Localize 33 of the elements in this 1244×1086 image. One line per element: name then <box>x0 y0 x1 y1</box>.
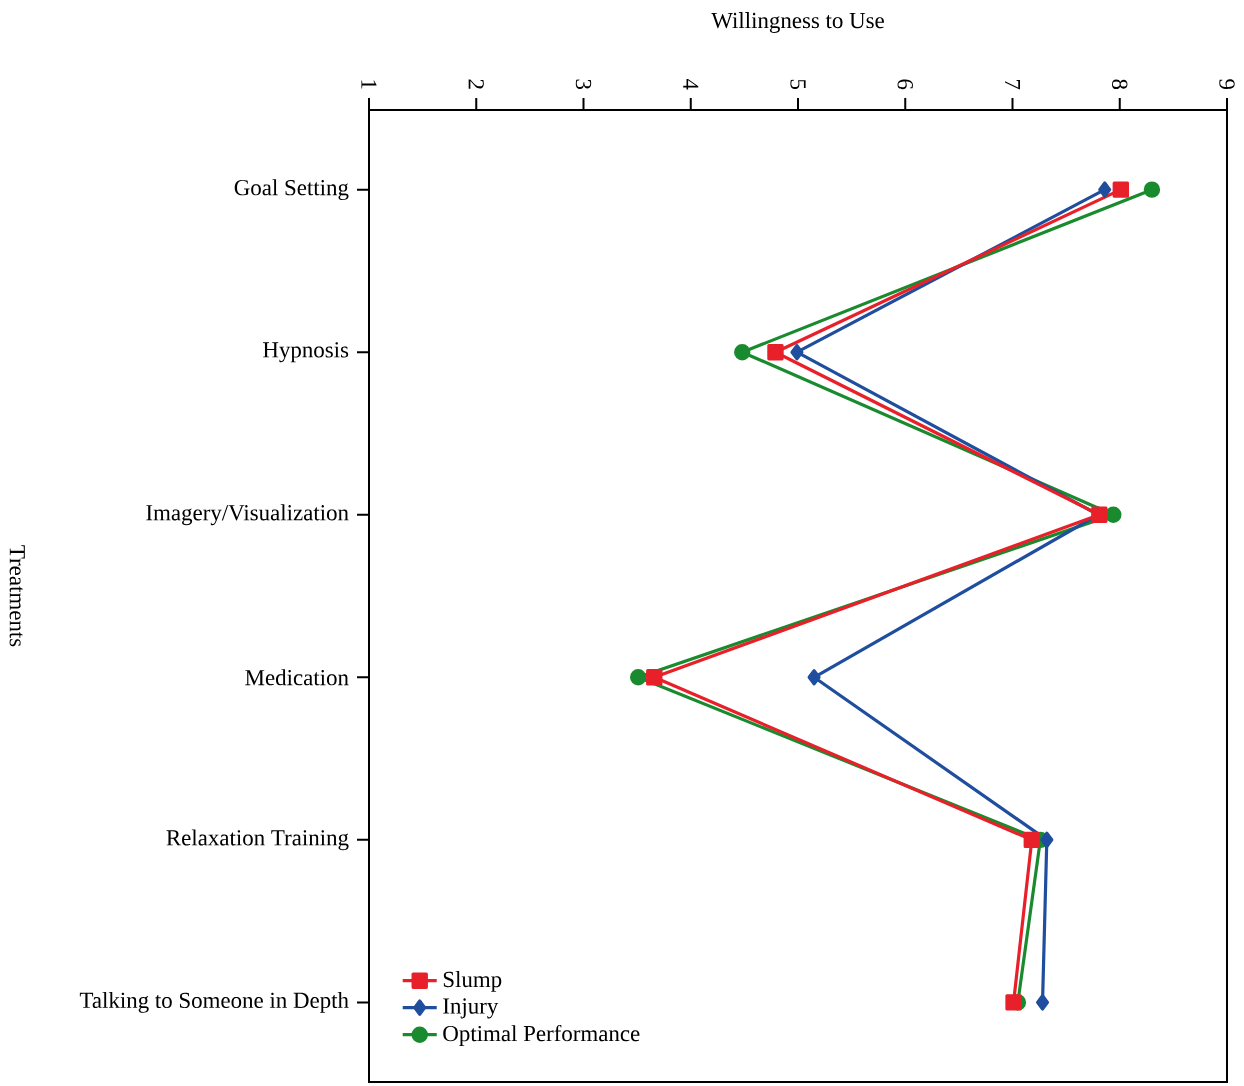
x-axis-title: Willingness to Use <box>711 12 884 33</box>
point <box>629 669 647 686</box>
point <box>734 344 751 361</box>
y-tick-label: Medication <box>245 669 349 686</box>
y-axis-title: Treatments <box>9 545 25 647</box>
point <box>790 344 804 361</box>
point <box>646 669 663 686</box>
x-tick-label: 6 <box>897 79 913 90</box>
legend-label: Optimal Performance <box>443 1024 640 1046</box>
x-tick-label: 1 <box>361 80 377 89</box>
legend-label: Injury <box>443 998 499 1019</box>
x-tick-label: 3 <box>575 79 592 90</box>
y-tick-label: Relaxation Training <box>166 829 349 851</box>
y-tick-label: Goal Setting <box>234 179 349 201</box>
y-tick-label: Hypnosis <box>263 342 349 363</box>
point <box>1143 181 1161 198</box>
y-tick-label: Imagery/Visualization <box>146 504 349 526</box>
x-tick-label: 2 <box>468 79 484 89</box>
y-tick-label: Talking to Someone in Depth <box>79 991 349 1013</box>
x-tick-label: 7 <box>1005 80 1020 90</box>
point <box>1023 831 1041 849</box>
x-tick-label: 5 <box>790 79 806 90</box>
point <box>1040 831 1054 849</box>
point <box>1112 181 1130 198</box>
point <box>1098 181 1112 198</box>
point <box>1035 994 1050 1011</box>
legend-label: Slump <box>443 971 502 992</box>
point <box>807 669 821 686</box>
point <box>767 344 784 361</box>
point <box>1005 994 1022 1011</box>
x-tick-label: 4 <box>683 78 699 90</box>
x-tick-label: 8 <box>1112 79 1128 90</box>
x-tick-label: 9 <box>1219 79 1235 90</box>
